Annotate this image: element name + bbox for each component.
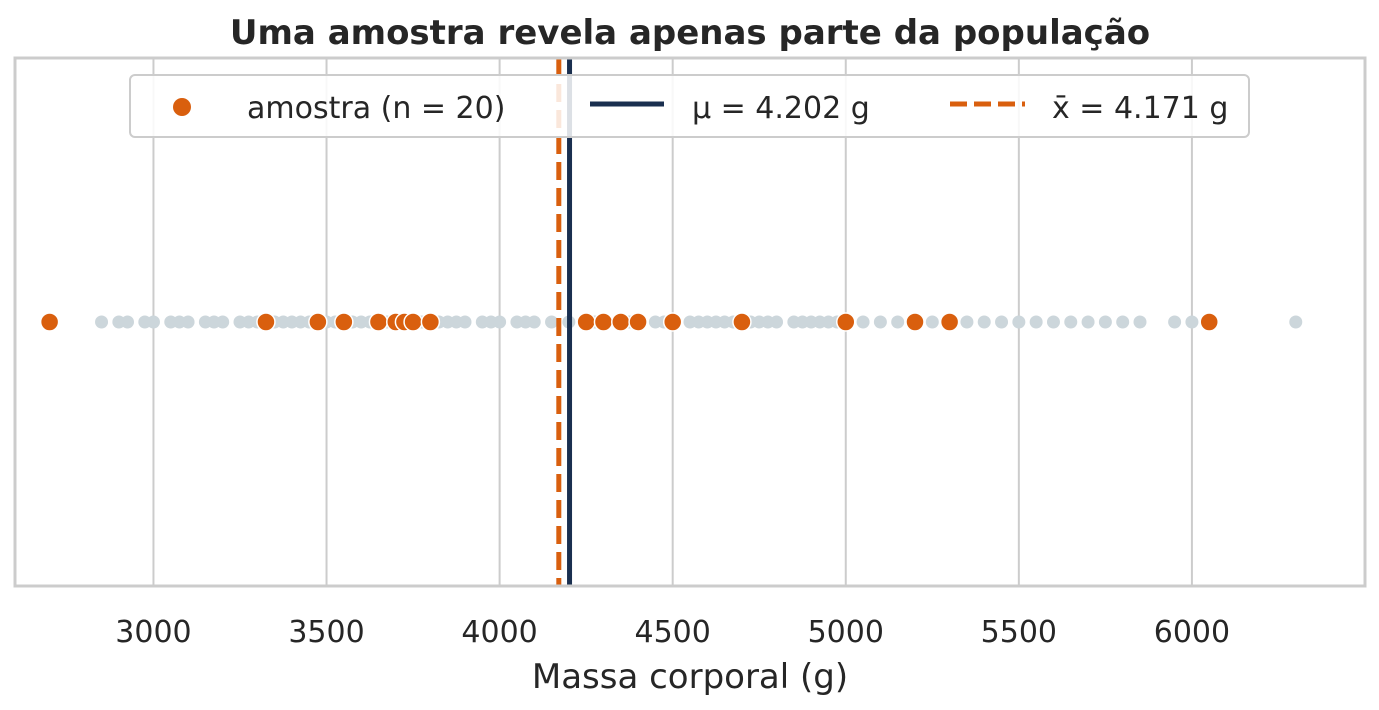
population-point <box>181 315 195 329</box>
population-point <box>1012 315 1026 329</box>
population-point <box>925 315 939 329</box>
sample-point <box>836 312 856 332</box>
population-point <box>1116 315 1130 329</box>
population-point <box>527 315 541 329</box>
x-tick-label: 5000 <box>808 615 884 650</box>
population-point <box>891 315 905 329</box>
x-tick-label: 4500 <box>635 615 711 650</box>
sample-point <box>368 312 389 332</box>
sample-point <box>576 312 596 332</box>
population-point <box>146 315 160 329</box>
sample-point <box>939 312 960 332</box>
x-tick-label: 3000 <box>115 615 191 650</box>
sample-point <box>905 312 925 332</box>
population-point <box>977 315 991 329</box>
population-point <box>493 315 507 329</box>
population-point <box>1185 315 1199 329</box>
sample-point <box>403 312 423 332</box>
legend-xbar-label: x̄ = 4.171 g <box>1052 91 1228 126</box>
sample-point <box>256 312 276 332</box>
legend-sample-marker <box>173 98 191 116</box>
legend-box <box>129 74 1250 138</box>
sample-point <box>662 312 683 332</box>
sample-point <box>611 312 631 332</box>
population-point <box>458 315 472 329</box>
population-point <box>873 315 887 329</box>
population-points <box>95 315 1303 329</box>
chart-title: Uma amostra revela apenas parte da popul… <box>230 13 1150 53</box>
sample-point <box>39 312 60 332</box>
population-point <box>1133 315 1147 329</box>
population-point <box>995 315 1009 329</box>
population-point <box>121 315 134 329</box>
population-point <box>1081 315 1095 329</box>
x-tick-label: 3500 <box>288 615 364 650</box>
sample-point <box>1199 312 1219 332</box>
population-point <box>95 315 109 329</box>
legend-sample-label: amostra (n = 20) <box>247 91 505 126</box>
sample-point <box>628 312 648 332</box>
population-point <box>545 315 559 329</box>
population-point <box>960 315 974 329</box>
population-point <box>1064 315 1078 329</box>
sample-points <box>39 312 1219 332</box>
x-tick-label: 4000 <box>461 615 537 650</box>
reference-lines <box>556 58 573 586</box>
population-point <box>1029 315 1043 329</box>
x-tick-label: 5500 <box>981 615 1057 650</box>
population-point <box>216 315 230 329</box>
sample-point <box>420 312 441 332</box>
sample-point <box>732 312 752 332</box>
population-point <box>1098 315 1112 329</box>
sample-point <box>308 312 328 332</box>
population-point <box>1168 315 1182 329</box>
x-tick-label: 6000 <box>1154 615 1230 650</box>
plot-frame <box>13 56 1367 588</box>
population-point <box>1289 315 1303 329</box>
legend-mu-label: μ = 4.202 g <box>692 91 870 126</box>
population-point <box>1046 315 1060 329</box>
population-point <box>770 315 784 329</box>
sample-point <box>593 312 614 332</box>
legend: amostra (n = 20) μ = 4.202 g x̄ = 4.171 … <box>129 74 1250 138</box>
x-tick-labels: 3000 3500 4000 4500 5000 5500 6000 <box>115 615 1230 650</box>
population-point <box>856 315 870 329</box>
x-axis-label: Massa corporal (g) <box>532 657 848 697</box>
sample-point <box>334 312 354 332</box>
